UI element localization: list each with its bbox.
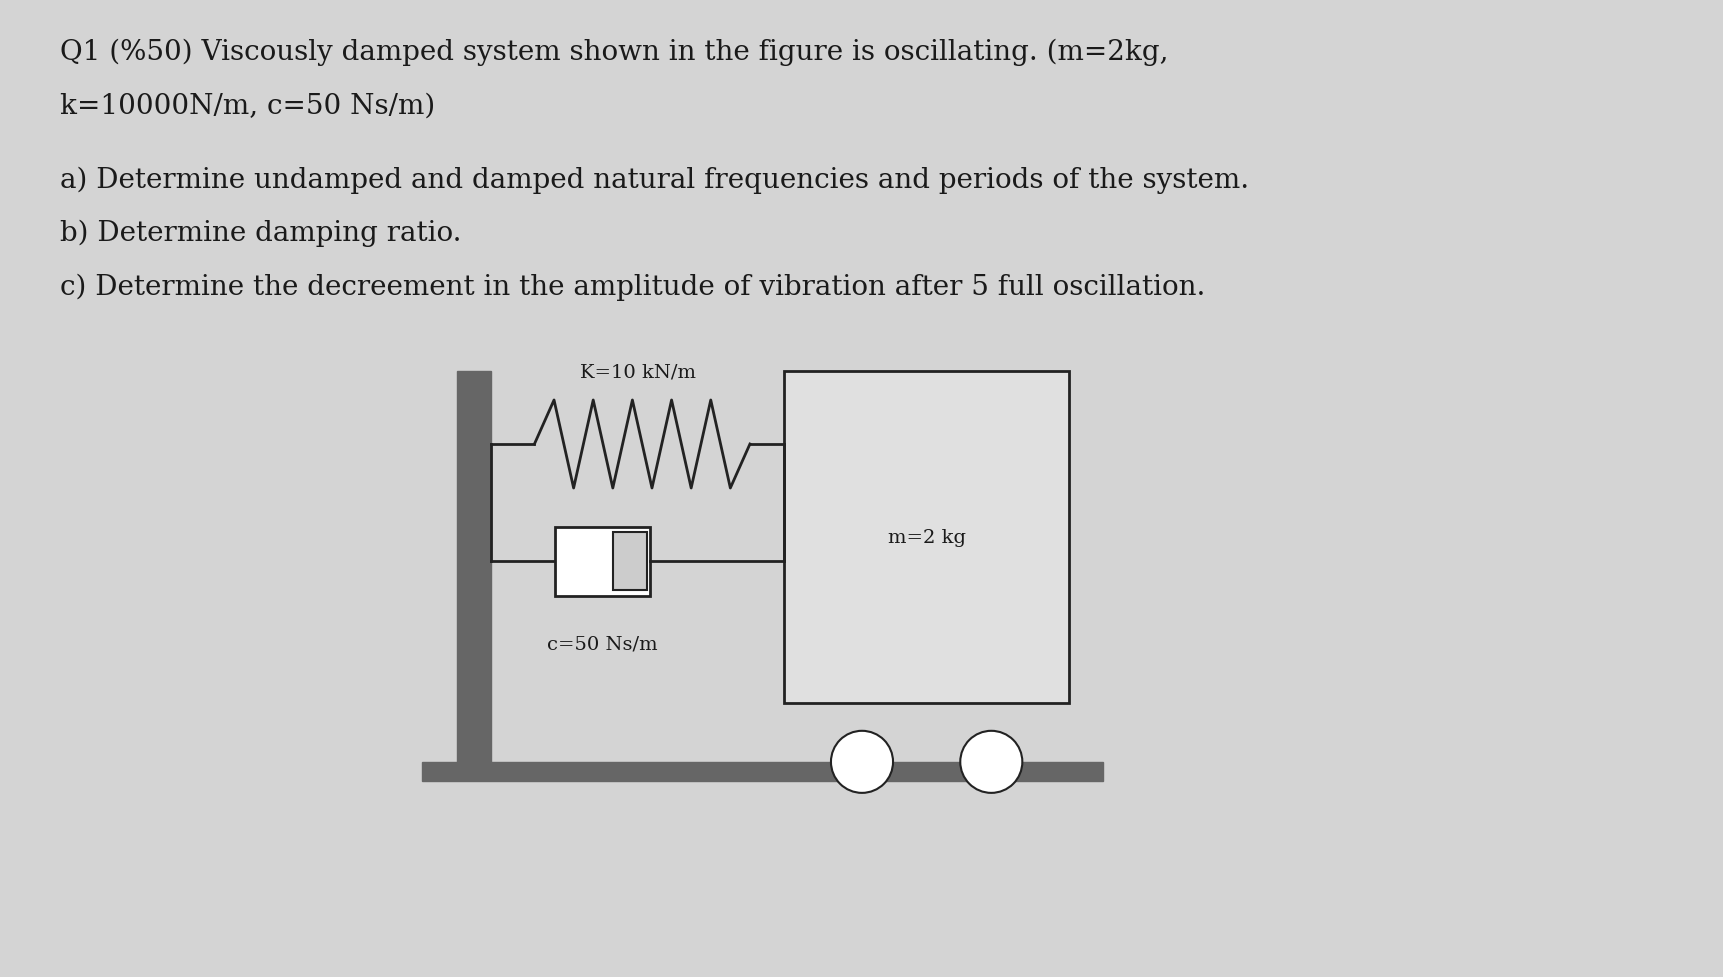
Bar — [457, 371, 491, 762]
Bar — [613, 532, 646, 591]
Ellipse shape — [830, 731, 893, 793]
Text: k=10000N/m, c=50 Ns/m): k=10000N/m, c=50 Ns/m) — [60, 93, 436, 120]
Text: K=10 kN/m: K=10 kN/m — [579, 363, 696, 381]
Bar — [555, 528, 650, 596]
Text: c) Determine the decreement in the amplitude of vibration after 5 full oscillati: c) Determine the decreement in the ampli… — [60, 274, 1204, 301]
Bar — [422, 762, 1103, 782]
Bar — [784, 371, 1068, 703]
Text: a) Determine undamped and damped natural frequencies and periods of the system.: a) Determine undamped and damped natural… — [60, 166, 1249, 193]
Text: Q1 (%50) Viscously damped system shown in the figure is oscillating. (m=2kg,: Q1 (%50) Viscously damped system shown i… — [60, 39, 1168, 66]
Text: m=2 kg: m=2 kg — [887, 529, 965, 546]
Text: c=50 Ns/m: c=50 Ns/m — [548, 635, 658, 653]
Text: b) Determine damping ratio.: b) Determine damping ratio. — [60, 220, 462, 247]
Ellipse shape — [960, 731, 1022, 793]
